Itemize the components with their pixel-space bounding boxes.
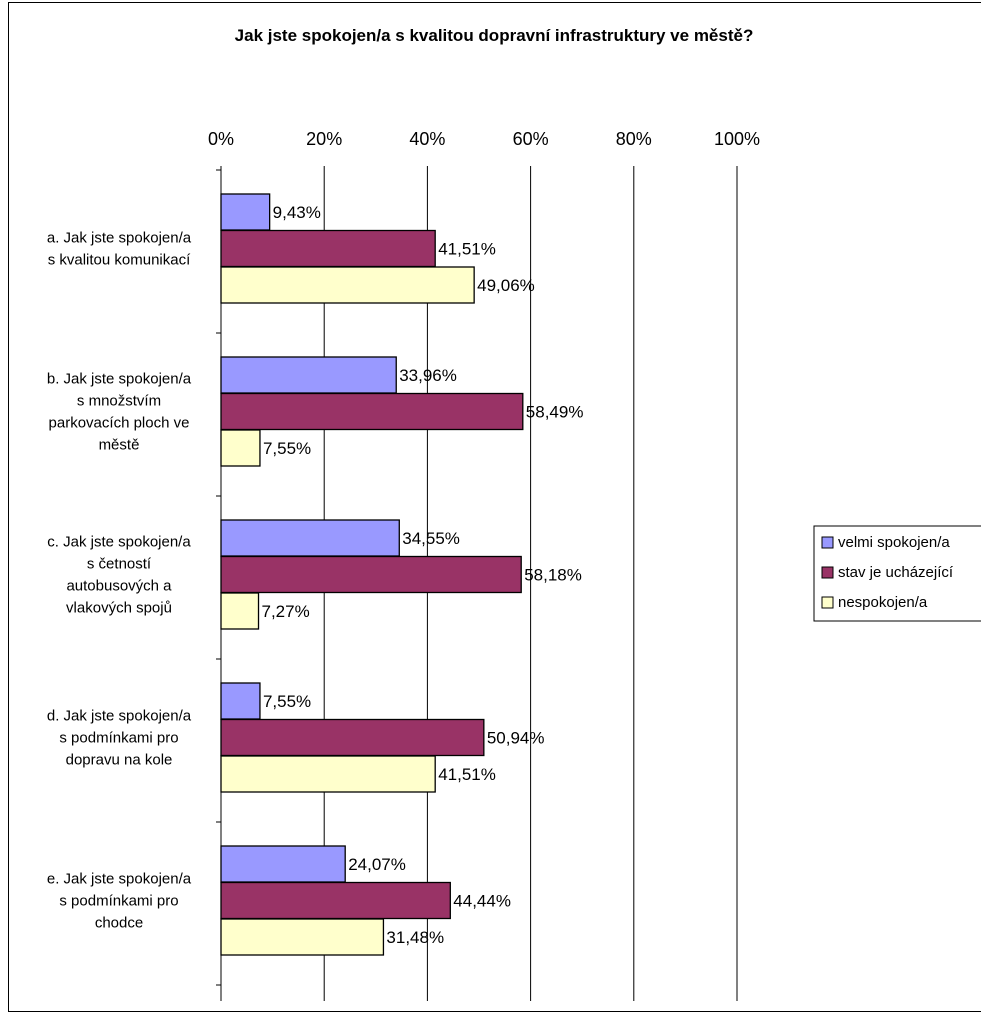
legend-label: stav je ucházející — [838, 564, 954, 581]
category-label-line: b. Jak jste spokojen/a — [47, 371, 192, 388]
chart-svg: Jak jste spokojen/a s kvalitou dopravní … — [47, 26, 981, 1001]
data-label: 58,49% — [526, 403, 584, 422]
bar — [220, 392, 524, 431]
category-label-line: s podmínkami pro — [59, 893, 178, 910]
category-label: a. Jak jste spokojen/a s kvalitou komunik… — [47, 230, 192, 269]
legend-label: velmi spokojen/a — [838, 534, 950, 551]
data-label: 44,44% — [453, 892, 511, 911]
category-label-line: a. Jak jste spokojen/a — [47, 230, 192, 247]
data-label: 7,27% — [262, 602, 310, 621]
bar — [220, 266, 475, 304]
bar — [220, 429, 261, 467]
category-label-line: chodce — [95, 915, 143, 932]
category-label-line: s množstvím — [77, 393, 161, 410]
legend-swatch — [821, 596, 834, 609]
x-tick-label: 20% — [306, 129, 342, 149]
category-label: d. Jak jste spokojen/a s podmínkami pro do… — [47, 708, 192, 769]
x-tick-label: 100% — [714, 129, 760, 149]
legend-label: nespokojen/a — [838, 594, 928, 611]
x-axis-ticks: 0% 20% 40% 60% 80% 100% — [208, 129, 760, 149]
bar — [220, 356, 397, 394]
data-labels: 9,43% 41,51% 49,06% 33,96% 58,49% 7,55% 34,55%… — [262, 203, 584, 947]
bars — [220, 193, 524, 956]
bar — [220, 592, 260, 630]
category-label-line: s kvalitou komunikací — [48, 252, 191, 269]
chart-title: Jak jste spokojen/a s kvalitou dopravní … — [235, 26, 754, 45]
bar — [220, 519, 400, 557]
bar — [220, 881, 451, 920]
x-tick-label: 0% — [208, 129, 234, 149]
legend: velmi spokojen/a stav je ucházející nespok… — [813, 525, 981, 622]
data-label: 58,18% — [524, 566, 582, 585]
legend-swatch — [821, 566, 834, 579]
category-labels: a. Jak jste spokojen/a s kvalitou komunik… — [47, 230, 192, 932]
category-label-line: vlakových spojů — [66, 600, 172, 617]
data-label: 33,96% — [399, 366, 457, 385]
bar — [220, 845, 346, 883]
data-label: 41,51% — [438, 765, 496, 784]
category-label-line: s četností — [87, 556, 152, 573]
bar — [220, 193, 271, 231]
data-label: 31,48% — [386, 928, 444, 947]
bar — [220, 682, 261, 720]
x-tick-label: 80% — [616, 129, 652, 149]
category-label: e. Jak jste spokojen/a s podmínkami pro ch… — [47, 871, 192, 932]
x-tick-label: 40% — [409, 129, 445, 149]
category-label: b. Jak jste spokojen/a s množstvím parkova… — [47, 371, 192, 454]
data-label: 7,55% — [263, 439, 311, 458]
bar — [220, 555, 522, 594]
bar — [220, 755, 436, 793]
data-label: 41,51% — [438, 240, 496, 259]
chart-frame: Jak jste spokojen/a s kvalitou dopravní … — [8, 2, 981, 1012]
category-label-line: městě — [99, 437, 140, 454]
data-label: 50,94% — [487, 729, 545, 748]
legend-box — [813, 525, 981, 622]
legend-swatch — [821, 536, 834, 549]
data-label: 34,55% — [402, 529, 460, 548]
data-label: 49,06% — [477, 276, 535, 295]
category-label-line: dopravu na kole — [66, 752, 173, 769]
category-label-line: autobusových a — [66, 578, 172, 595]
category-label-line: parkovacích ploch ve — [49, 415, 190, 432]
category-label: c. Jak jste spokojen/a s četností autobuso… — [47, 534, 191, 617]
category-label-line: d. Jak jste spokojen/a — [47, 708, 192, 725]
bar — [220, 718, 485, 757]
data-label: 24,07% — [348, 855, 406, 874]
data-label: 7,55% — [263, 692, 311, 711]
data-label: 9,43% — [273, 203, 321, 222]
bar — [220, 229, 436, 268]
x-tick-label: 60% — [513, 129, 549, 149]
category-label-line: e. Jak jste spokojen/a — [47, 871, 192, 888]
category-label-line: c. Jak jste spokojen/a — [47, 534, 191, 551]
category-label-line: s podmínkami pro — [59, 730, 178, 747]
bar — [220, 918, 385, 956]
